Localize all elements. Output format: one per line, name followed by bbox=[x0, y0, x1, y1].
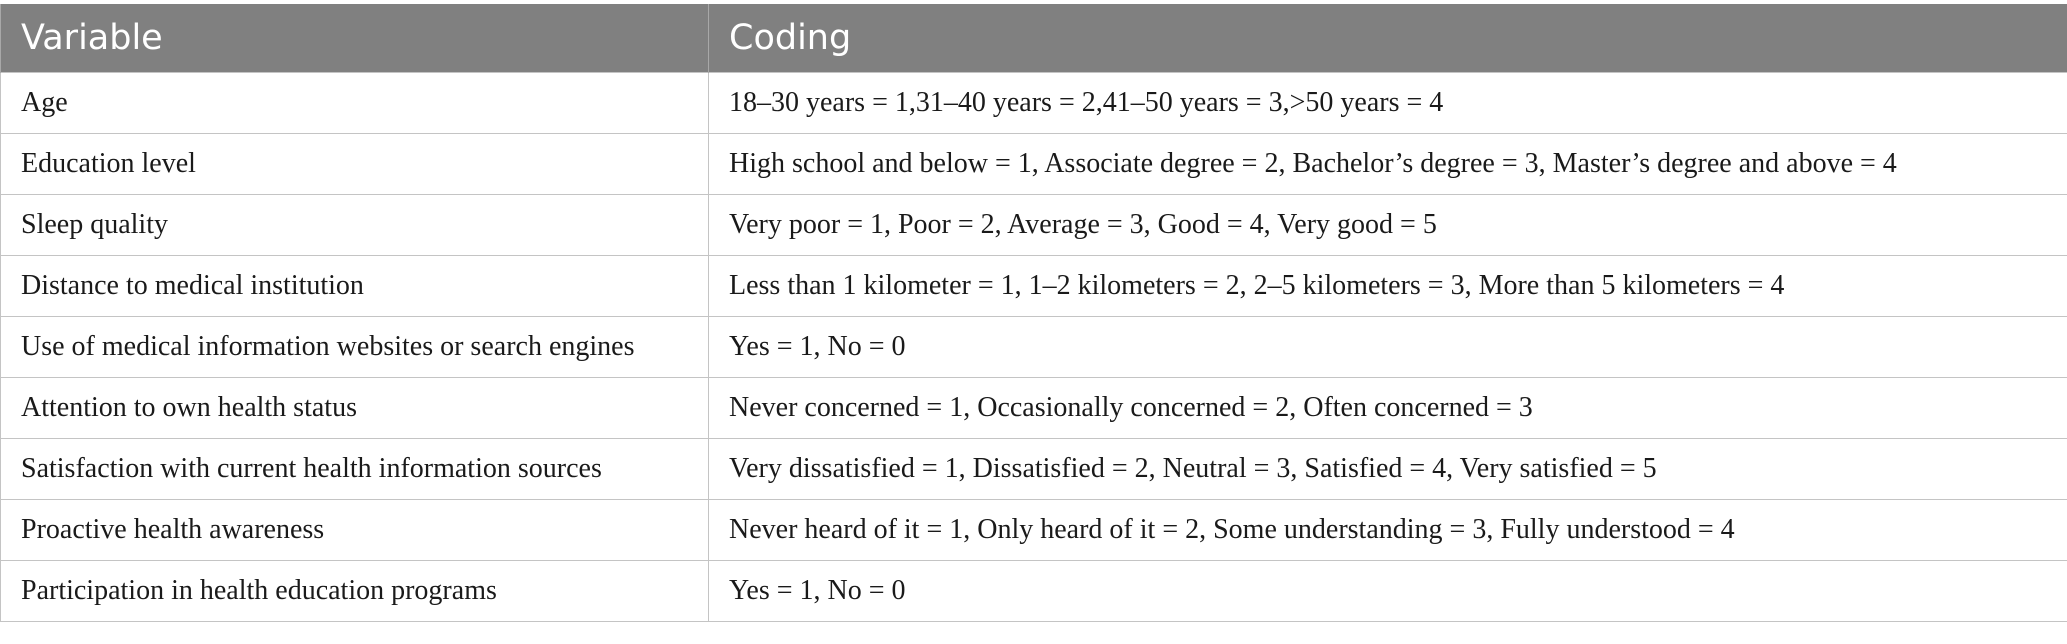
table-row: Satisfaction with current health informa… bbox=[0, 438, 2067, 500]
variable-cell: Age bbox=[0, 72, 709, 134]
table-row: Proactive health awareness Never heard o… bbox=[0, 499, 2067, 561]
header-row: Variable Coding bbox=[0, 4, 2067, 73]
variable-cell: Proactive health awareness bbox=[0, 499, 709, 561]
variable-cell: Satisfaction with current health informa… bbox=[0, 438, 709, 500]
table-body: Age 18–30 years = 1,31–40 years = 2,41–5… bbox=[0, 72, 2067, 622]
table-row: Education level High school and below = … bbox=[0, 133, 2067, 195]
variable-coding-table: Variable Coding Age 18–30 years = 1,31–4… bbox=[0, 4, 2067, 622]
variable-cell: Education level bbox=[0, 133, 709, 195]
variable-cell: Participation in health education progra… bbox=[0, 560, 709, 622]
coding-cell: Less than 1 kilometer = 1, 1–2 kilometer… bbox=[708, 255, 2067, 317]
coding-cell: High school and below = 1, Associate deg… bbox=[708, 133, 2067, 195]
table-row: Attention to own health status Never con… bbox=[0, 377, 2067, 439]
table-row: Distance to medical institution Less tha… bbox=[0, 255, 2067, 317]
variable-cell: Use of medical information websites or s… bbox=[0, 316, 709, 378]
table-header: Variable Coding bbox=[0, 4, 2067, 73]
coding-cell: Never concerned = 1, Occasionally concer… bbox=[708, 377, 2067, 439]
coding-cell: 18–30 years = 1,31–40 years = 2,41–50 ye… bbox=[708, 72, 2067, 134]
variable-cell: Sleep quality bbox=[0, 194, 709, 256]
header-variable: Variable bbox=[0, 4, 709, 73]
variable-coding-table-container: Variable Coding Age 18–30 years = 1,31–4… bbox=[0, 4, 2067, 622]
coding-cell: Yes = 1, No = 0 bbox=[708, 316, 2067, 378]
variable-cell: Distance to medical institution bbox=[0, 255, 709, 317]
table-row: Participation in health education progra… bbox=[0, 560, 2067, 622]
header-coding: Coding bbox=[708, 4, 2067, 73]
variable-cell: Attention to own health status bbox=[0, 377, 709, 439]
coding-cell: Never heard of it = 1, Only heard of it … bbox=[708, 499, 2067, 561]
table-row: Age 18–30 years = 1,31–40 years = 2,41–5… bbox=[0, 72, 2067, 134]
table-row: Sleep quality Very poor = 1, Poor = 2, A… bbox=[0, 194, 2067, 256]
coding-cell: Very poor = 1, Poor = 2, Average = 3, Go… bbox=[708, 194, 2067, 256]
coding-cell: Very dissatisfied = 1, Dissatisfied = 2,… bbox=[708, 438, 2067, 500]
coding-cell: Yes = 1, No = 0 bbox=[708, 560, 2067, 622]
table-row: Use of medical information websites or s… bbox=[0, 316, 2067, 378]
